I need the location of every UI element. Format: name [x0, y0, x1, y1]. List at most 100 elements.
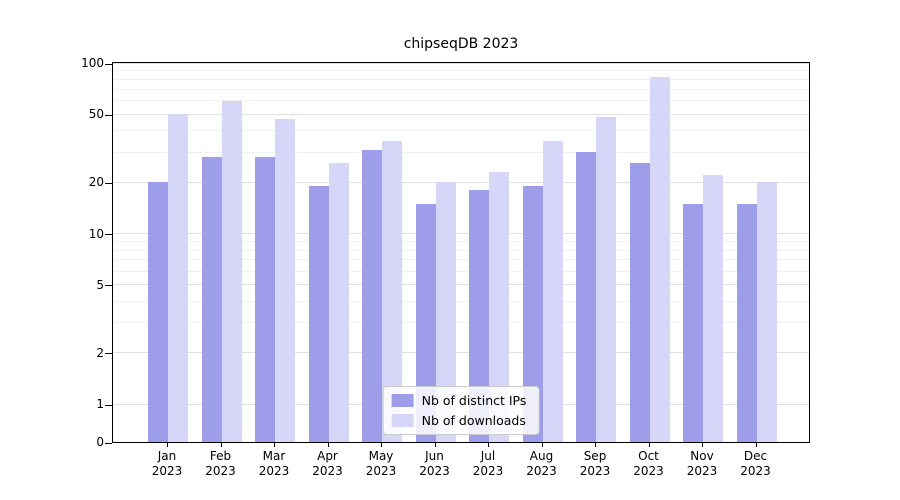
y-axis-tick-mark — [105, 353, 112, 355]
x-tick-month: May — [368, 449, 394, 463]
x-tick-month: Sep — [583, 449, 607, 463]
y-axis-tick-label: 5 — [96, 277, 104, 292]
y-axis-tick-label: 1 — [96, 397, 104, 412]
x-tick-year: 2023 — [365, 464, 397, 478]
legend-label-distinct-ips: Nb of distinct IPs — [421, 393, 527, 408]
x-tick-month: Nov — [690, 449, 714, 463]
bar-downloads-jul — [489, 171, 509, 442]
y-axis-tick-label: 50 — [88, 107, 104, 122]
gridline-major — [113, 62, 809, 64]
bar-distinct-ips-feb — [201, 157, 222, 442]
bar-distinct-ips-sep — [576, 152, 596, 442]
gridline-minor — [113, 322, 809, 324]
y-axis-tick-label: 20 — [88, 175, 104, 190]
y-axis-tick-label: 0 — [96, 435, 104, 449]
x-tick-year: 2023 — [740, 464, 771, 478]
gridline-minor — [113, 249, 809, 251]
x-axis-tick-mark — [488, 443, 489, 447]
gridline-major — [113, 284, 809, 286]
bar-downloads-sep — [596, 117, 616, 442]
legend-swatch-downloads — [391, 414, 414, 427]
gridline-minor — [113, 270, 809, 272]
x-axis-tick-label: Jun 2023 — [403, 449, 467, 479]
y-axis-tick-mark — [105, 404, 112, 406]
bar-distinct-ips-mar — [255, 157, 275, 442]
bar-distinct-ips-jan — [148, 182, 168, 442]
gridline-minor — [113, 259, 809, 261]
gridline-major — [113, 352, 809, 354]
x-tick-year: 2023 — [472, 464, 504, 478]
legend: Nb of distinct IPs Nb of downloads — [382, 386, 540, 435]
bar-downloads-nov — [703, 175, 723, 442]
gridline-major — [113, 113, 809, 115]
y-axis-tick-mark — [105, 442, 112, 444]
x-tick-year: 2023 — [579, 464, 611, 478]
x-axis-tick-mark — [434, 443, 436, 447]
chart-title: chipseqDB 2023 — [403, 36, 519, 52]
x-axis-tick-label: Sep 2023 — [563, 449, 627, 479]
bar-distinct-ips-jul — [469, 190, 489, 442]
x-tick-year: 2023 — [526, 464, 557, 478]
x-axis-tick-mark — [595, 443, 596, 447]
gridline-minor — [113, 70, 809, 72]
gridline-minor — [113, 130, 809, 132]
gridline-major — [113, 181, 809, 183]
x-axis-tick-label: Jan 2023 — [135, 449, 199, 479]
gridline-minor — [113, 79, 809, 81]
x-tick-month: Dec — [743, 449, 768, 463]
x-axis-tick-label: Feb 2023 — [189, 449, 253, 479]
x-tick-year: 2023 — [312, 464, 343, 478]
bar-downloads-aug — [542, 140, 563, 442]
y-axis-tick-mark — [105, 114, 112, 116]
x-axis-tick-mark — [167, 443, 168, 447]
bar-distinct-ips-nov — [683, 203, 703, 442]
legend-swatch-distinct-ips — [391, 394, 414, 407]
bar-distinct-ips-aug — [522, 186, 543, 442]
y-axis-tick-mark — [105, 182, 112, 184]
x-axis-tick-mark — [702, 443, 703, 447]
bar-downloads-oct — [649, 76, 670, 442]
bar-downloads-may — [382, 140, 402, 442]
x-axis-tick-label: Oct 2023 — [617, 449, 681, 479]
gridline-major — [113, 233, 809, 235]
bar-distinct-ips-jun — [415, 203, 436, 442]
bar-distinct-ips-apr — [308, 186, 329, 442]
gridline-minor — [113, 151, 809, 153]
bar-downloads-feb — [221, 100, 242, 442]
x-tick-year: 2023 — [151, 464, 183, 478]
gridline-minor — [113, 240, 809, 242]
x-tick-year: 2023 — [258, 464, 290, 478]
x-axis-tick-mark — [327, 443, 329, 447]
gridline-minor — [113, 300, 809, 302]
gridline-minor — [113, 100, 809, 102]
x-axis-tick-label: Jul 2023 — [456, 449, 520, 479]
bar-downloads-jun — [435, 182, 456, 442]
x-axis-tick-label: Nov 2023 — [670, 449, 734, 479]
x-tick-month: Aug — [529, 449, 554, 463]
legend-item-distinct-ips: Nb of distinct IPs — [391, 393, 527, 408]
x-tick-year: 2023 — [205, 464, 236, 478]
x-axis-tick-label: Mar 2023 — [242, 449, 306, 479]
x-axis-tick-mark — [220, 443, 222, 447]
x-tick-month: Jan — [157, 449, 177, 463]
y-axis-tick-mark — [105, 63, 112, 65]
x-tick-month: Jul — [480, 449, 496, 463]
y-axis-tick-label: 2 — [96, 345, 104, 360]
gridline-minor — [113, 88, 809, 90]
x-axis-tick-label: Aug 2023 — [510, 449, 574, 479]
bar-distinct-ips-oct — [629, 162, 650, 442]
plot-area: Nb of distinct IPs Nb of downloads — [112, 62, 810, 443]
bar-downloads-apr — [328, 162, 349, 442]
bar-downloads-dec — [756, 182, 777, 442]
legend-item-downloads: Nb of downloads — [391, 413, 527, 428]
x-axis-tick-mark — [648, 443, 650, 447]
x-tick-year: 2023 — [419, 464, 450, 478]
bar-distinct-ips-dec — [736, 203, 757, 442]
x-axis-tick-mark — [755, 443, 757, 447]
x-tick-year: 2023 — [633, 464, 664, 478]
x-tick-month: Jun — [425, 449, 444, 463]
x-tick-month: Mar — [262, 449, 286, 463]
x-axis-tick-mark — [381, 443, 382, 447]
x-tick-month: Apr — [317, 449, 338, 463]
